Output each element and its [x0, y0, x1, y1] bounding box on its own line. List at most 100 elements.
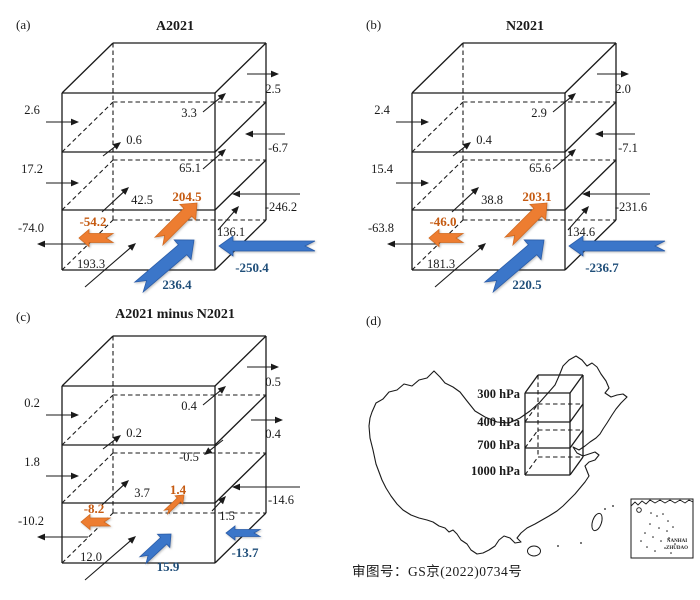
panel-d: (d) 300 hPa 400 hPa 700 hPa 1000 hPa NANHAI Z… — [350, 300, 700, 600]
flux-orange-up-arrow — [163, 494, 185, 516]
panel-d-letter: (d) — [366, 313, 382, 328]
flux-front-mid-value: 38.8 — [481, 193, 503, 207]
flux-right-lower-value: -231.6 — [615, 200, 647, 214]
flux-left-bottom-value: -63.8 — [368, 221, 394, 235]
flux-back-top-value: 3.3 — [181, 106, 197, 120]
flux-front-mid-value: 3.7 — [134, 486, 150, 500]
flux-back-upper-small-arrow — [102, 145, 117, 157]
inset-island-dot — [640, 540, 642, 542]
box-hidden-edge — [61, 219, 114, 271]
panel-c-box: 0.2 1.8 -10.2 0.5 0.4 -14.6 0.4 0.2 -0.5 3.7 1.5 12… — [18, 335, 300, 581]
box-hidden-edge — [524, 456, 539, 476]
flux-bottom-back-value: 181.3 — [427, 257, 455, 271]
flux-top-out-arrow-head — [621, 70, 629, 78]
box-hidden-edge — [524, 429, 539, 449]
panel-a: (a) A2021 2.6 17.2 -74.0 2.5 -6.7 -246.2 3.3 0.… — [0, 0, 350, 300]
flux-right-lower-arrow-head — [232, 190, 240, 198]
flux-right-upper-value: -6.7 — [268, 141, 288, 155]
flux-bottom-back-value: 12.0 — [80, 550, 102, 564]
flux-back-top-arrow-head — [217, 386, 226, 394]
panel-b-title: N2021 — [505, 19, 545, 34]
inset-island-dot — [672, 526, 674, 528]
flux-top-out-value: 0.5 — [265, 375, 281, 389]
flux-back-upper-small-arrow-head — [112, 435, 121, 443]
flux-back-top-arrow — [202, 96, 222, 113]
box-edge — [61, 42, 114, 94]
flux-right-bottom-arrow-head — [218, 496, 226, 505]
flux-right-lower-arrow-head — [582, 190, 590, 198]
box-edge — [564, 42, 617, 94]
flux-front-mid-arrow — [101, 483, 125, 506]
flux-right-bottom-arrow — [567, 210, 586, 231]
panel-a-flux-box-diagram: 2.6 17.2 -74.0 2.5 -6.7 -246.2 3.3 0.6 65.1 42.5 1… — [18, 42, 316, 294]
box-edge — [214, 101, 267, 153]
flux-blue-in-value: -13.7 — [231, 545, 259, 560]
box-edge — [411, 42, 464, 94]
inset-island-dot — [670, 552, 672, 554]
panel-b-flux-box-diagram: 2.4 15.4 -63.8 2.0 -7.1 -231.6 2.9 0.4 65.6 38.8 1… — [368, 42, 666, 294]
box-hidden-edge — [411, 101, 464, 153]
china-outline — [368, 355, 628, 555]
flux-back-upper-small-value: 0.4 — [476, 133, 492, 147]
flux-bottom-back-arrow-head — [127, 536, 136, 544]
flux-left-mid-value: 15.4 — [371, 162, 394, 176]
flux-back-mid-value: 65.6 — [529, 161, 551, 175]
flux-back-top-arrow-head — [217, 93, 226, 101]
flux-top-out-value: 2.5 — [265, 82, 281, 96]
inset-island-dot — [650, 512, 652, 514]
inset-island-dot — [652, 536, 654, 538]
flux-left-top-arrow-head — [421, 118, 429, 126]
inset-island-dot — [649, 523, 651, 525]
flux-left-mid-arrow-head — [71, 472, 79, 480]
flux-blue-up-arrow — [133, 239, 195, 294]
box-hidden-edge — [61, 101, 114, 153]
pressure-level-label-300-hpa: 300 hPa — [477, 387, 520, 401]
box-hidden-edge — [411, 159, 464, 211]
flux-front-mid-arrow-head — [120, 480, 129, 488]
flux-bottom-back-value: 193.3 — [77, 257, 105, 271]
flux-right-lower-arrow-head — [232, 483, 240, 491]
flux-right-upper-arrow-head — [245, 130, 253, 138]
flux-right-upper-arrow-head — [595, 130, 603, 138]
panel-a-letter: (a) — [16, 17, 31, 32]
hainan-island — [527, 545, 541, 557]
box-edge — [61, 335, 114, 387]
flux-orange-out-arrow — [78, 228, 115, 248]
panel-b-box: 2.4 15.4 -63.8 2.0 -7.1 -231.6 2.9 0.4 65.6 38.8 1… — [368, 42, 666, 294]
flux-left-bottom-arrow-head — [387, 240, 395, 248]
flux-back-upper-small-arrow — [452, 145, 467, 157]
flux-top-out-arrow-head — [271, 363, 279, 371]
box-edge — [569, 429, 584, 449]
flux-right-bottom-arrow-head — [231, 206, 239, 215]
flux-bottom-back-arrow — [434, 246, 482, 288]
box-hidden-edge — [411, 219, 464, 271]
box-edge — [564, 101, 617, 153]
inset-hainan-island — [636, 507, 642, 513]
flux-back-mid-arrow — [202, 152, 222, 170]
flux-left-bottom-arrow-head — [37, 240, 45, 248]
flux-top-out-arrow-head — [271, 70, 279, 78]
flux-blue-in-value: -250.4 — [235, 260, 269, 275]
flux-left-top-value: 2.6 — [24, 103, 40, 117]
flux-front-mid-arrow-head — [470, 187, 479, 195]
inset-island-dot — [674, 543, 676, 545]
flux-left-top-value: 2.4 — [374, 103, 390, 117]
flux-left-mid-arrow-head — [421, 179, 429, 187]
box-hidden-edge — [524, 403, 539, 423]
flux-back-top-arrow — [202, 389, 222, 406]
flux-bottom-back-arrow — [84, 246, 132, 288]
flux-right-lower-value: -14.6 — [268, 493, 294, 507]
panel-c-title: A2021 minus N2021 — [115, 307, 235, 322]
box-edge — [214, 335, 267, 387]
flux-orange-up-value: 1.4 — [170, 482, 187, 497]
flux-right-upper-arrow-head — [275, 416, 283, 424]
flux-orange-out-value: -8.2 — [84, 501, 105, 516]
island-dot — [612, 505, 614, 507]
flux-right-bottom-arrow-head — [581, 206, 589, 215]
box-hidden-edge — [61, 452, 114, 504]
inset-island-dot — [654, 550, 656, 552]
flux-right-upper-value: -7.1 — [618, 141, 638, 155]
flux-blue-up-arrow — [138, 533, 172, 565]
inset-coastline — [630, 499, 694, 507]
map-approval-number: 审图号：GS京(2022)0734号 — [352, 564, 523, 579]
